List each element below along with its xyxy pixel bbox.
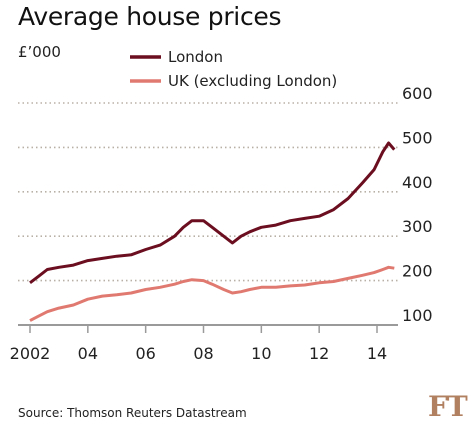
ft-logo: FT (428, 390, 468, 423)
legend-label-london: London (168, 48, 223, 66)
y-tick-label: 400 (402, 173, 433, 192)
unit-label: £’000 (18, 43, 61, 61)
x-tick-label: 06 (135, 344, 155, 363)
chart-title: Average house prices (18, 2, 282, 31)
legend-label-uk-excluding-london: UK (excluding London) (168, 72, 337, 90)
x-tick-label: 2002 (10, 344, 51, 363)
x-tick-label: 12 (309, 344, 329, 363)
source-note: Source: Thomson Reuters Datastream (18, 406, 247, 420)
y-tick-label: 500 (402, 128, 433, 147)
y-tick-label: 100 (402, 306, 433, 325)
x-tick-label: 04 (78, 344, 98, 363)
x-tick-label: 10 (251, 344, 271, 363)
x-tick-label: 14 (367, 344, 387, 363)
x-tick-label: 08 (193, 344, 213, 363)
y-tick-label: 300 (402, 217, 433, 236)
y-tick-label: 600 (402, 84, 433, 103)
series-line-london (29, 141, 396, 284)
y-tick-label: 200 (402, 262, 433, 281)
series-line-uk-excluding-london (29, 265, 395, 322)
